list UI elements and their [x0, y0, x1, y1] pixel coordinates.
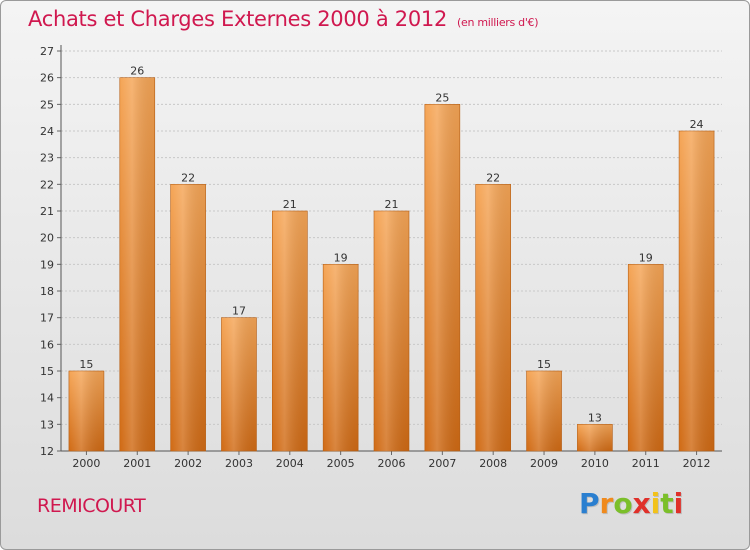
y-tick-label: 26: [40, 72, 54, 85]
x-tick-label: 2007: [428, 457, 456, 470]
bar-sheen-2007: [424, 104, 460, 451]
data-label: 13: [588, 411, 602, 424]
data-label: 15: [537, 358, 551, 371]
proxiti-logo[interactable]: Proxiti: [579, 487, 684, 520]
chart-subtitle: (en milliers d'€): [457, 16, 539, 29]
y-tick-label: 25: [40, 98, 54, 111]
data-label: 22: [181, 171, 195, 184]
x-tick-label: 2009: [530, 457, 558, 470]
data-label: 17: [232, 305, 246, 318]
bar-sheen-2011: [628, 264, 664, 451]
bar-sheen-2001: [119, 77, 155, 452]
data-label: 25: [435, 91, 449, 104]
y-tick-label: 12: [40, 445, 54, 458]
bar-sheen-2009: [526, 371, 562, 451]
data-label: 21: [385, 198, 399, 211]
place-name: REMICOURT: [37, 495, 146, 517]
y-tick-label: 16: [40, 338, 54, 351]
y-tick-label: 24: [40, 125, 54, 138]
data-label: 22: [486, 171, 500, 184]
bar-sheen-2002: [170, 184, 206, 452]
y-tick-label: 18: [40, 285, 54, 298]
y-tick-label: 27: [40, 45, 54, 58]
axes: 12 13 14 15 16 17 18 19 20 21 22 23 24 25 26 27 2000 2001…: [40, 45, 722, 470]
y-tick-label: 21: [40, 205, 54, 218]
x-tick-label: 2008: [479, 457, 507, 470]
x-tick-label: 2011: [632, 457, 660, 470]
data-label: 21: [283, 198, 297, 211]
x-tick-label: 2005: [327, 457, 355, 470]
y-tick-label: 23: [40, 152, 54, 165]
bar-sheen-2004: [272, 211, 308, 451]
bar-sheen-2005: [323, 264, 359, 451]
bar-sheen-2008: [475, 184, 511, 452]
bar-sheen-2000: [68, 371, 104, 451]
bars: [68, 77, 715, 452]
bar-sheen-2006: [374, 211, 409, 451]
y-tick-label: 15: [40, 365, 54, 378]
x-tick-label: 2001: [123, 457, 151, 470]
data-label: 24: [690, 118, 704, 131]
x-tick-label: 2012: [683, 457, 711, 470]
y-tick-label: 14: [40, 392, 54, 405]
data-labels: 15 26 22 17 21 19 21 25 22 15 13 19 24: [79, 65, 703, 425]
chart-title: Achats et Charges Externes 2000 à 2012 (e…: [28, 7, 539, 31]
x-tick-label: 2002: [174, 457, 202, 470]
x-tick-label: 2006: [378, 457, 406, 470]
data-label: 26: [130, 65, 144, 78]
data-label: 19: [639, 251, 653, 264]
bar-sheen-2012: [679, 131, 715, 451]
chart-title-text: Achats et Charges Externes 2000 à 2012: [28, 7, 448, 31]
bar-sheen-2010: [577, 424, 613, 451]
x-tick-label: 2004: [276, 457, 304, 470]
x-tick-label: 2000: [72, 457, 100, 470]
bar-sheen-2003: [221, 317, 257, 451]
x-tick-label: 2010: [581, 457, 609, 470]
y-tick-label: 13: [40, 418, 54, 431]
y-tick-label: 22: [40, 178, 54, 191]
y-tick-label: 17: [40, 312, 54, 325]
data-label: 19: [334, 251, 348, 264]
data-label: 15: [79, 358, 93, 371]
y-tick-label: 19: [40, 258, 54, 271]
y-tick-label: 20: [40, 232, 54, 245]
x-tick-label: 2003: [225, 457, 253, 470]
